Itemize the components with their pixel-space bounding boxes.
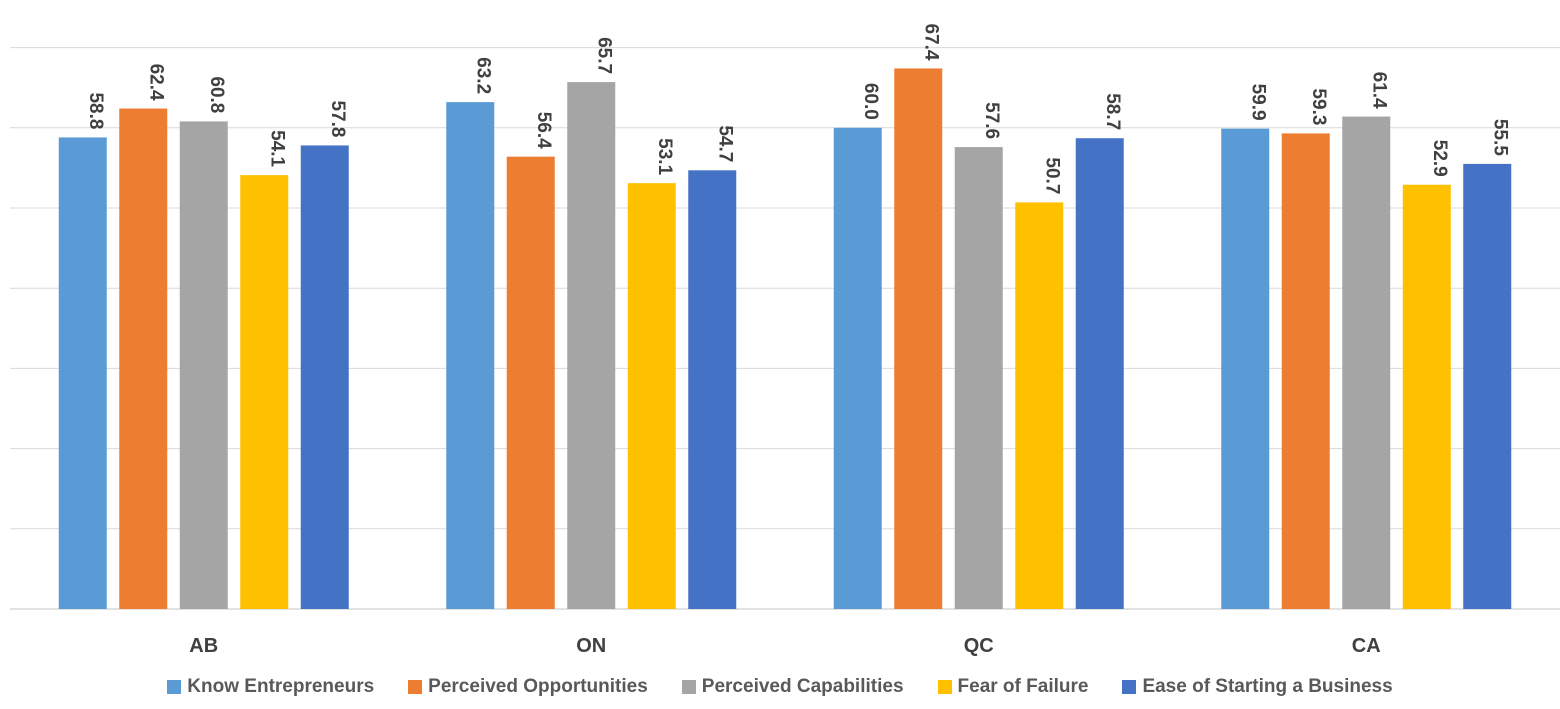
- bar-qc-perceived-opportunities: [894, 68, 943, 609]
- bar-ab-ease-of-starting-a-business: [300, 145, 349, 609]
- bar-ca-ease-of-starting-a-business: [1463, 163, 1512, 609]
- bar-ab-perceived-capabilities: [179, 121, 228, 609]
- data-label: 60.8: [206, 76, 227, 113]
- data-label: 55.5: [1489, 119, 1510, 156]
- data-label: 63.2: [472, 57, 493, 94]
- bar-ca-perceived-opportunities: [1281, 133, 1330, 609]
- bar-ab-fear-of-failure: [240, 175, 289, 610]
- legend-item: Perceived Opportunities: [408, 676, 648, 698]
- legend-swatch: [1122, 680, 1137, 694]
- x-tick-label: QC: [964, 635, 994, 657]
- data-label: 56.4: [533, 112, 554, 149]
- bar-qc-know-entrepreneurs: [833, 127, 882, 610]
- legend-swatch: [408, 680, 423, 694]
- data-label: 54.1: [266, 130, 287, 167]
- data-label: 54.7: [714, 125, 735, 162]
- bar-ca-perceived-capabilities: [1342, 116, 1391, 610]
- legend-item: Know Entrepreneurs: [167, 676, 374, 698]
- legend-label: Perceived Opportunities: [428, 676, 648, 697]
- x-tick-label: AB: [189, 635, 218, 657]
- data-label: 52.9: [1429, 140, 1450, 177]
- bar-on-fear-of-failure: [627, 183, 676, 609]
- bar-on-perceived-opportunities: [506, 156, 555, 609]
- legend-item: Fear of Failure: [937, 676, 1089, 698]
- data-label: 65.7: [593, 37, 614, 74]
- legend-swatch: [681, 680, 696, 694]
- data-label: 59.3: [1308, 88, 1329, 125]
- bar-ab-perceived-opportunities: [119, 108, 168, 609]
- legend-label: Perceived Capabilities: [701, 676, 904, 697]
- x-tick-label: CA: [1352, 635, 1381, 657]
- legend-label: Fear of Failure: [957, 676, 1089, 697]
- data-label: 58.7: [1102, 93, 1123, 130]
- legend-swatch: [937, 680, 952, 694]
- bar-ca-fear-of-failure: [1402, 184, 1451, 609]
- bar-qc-ease-of-starting-a-business: [1075, 138, 1124, 609]
- data-label: 57.6: [981, 102, 1002, 139]
- bar-ca-know-entrepreneurs: [1221, 128, 1270, 610]
- bar-qc-fear-of-failure: [1015, 202, 1064, 610]
- data-label: 60.0: [860, 83, 881, 120]
- data-label: 53.1: [654, 138, 675, 175]
- legend-label: Know Entrepreneurs: [187, 676, 375, 697]
- bar-on-ease-of-starting-a-business: [688, 170, 737, 609]
- data-label: 50.7: [1041, 157, 1062, 194]
- legend-item: Perceived Capabilities: [681, 676, 904, 698]
- data-label: 62.4: [145, 64, 166, 101]
- legend-label: Ease of Starting a Business: [1142, 676, 1393, 697]
- legend-item: Ease of Starting a Business: [1122, 676, 1393, 698]
- data-label: 61.4: [1368, 72, 1389, 109]
- bar-ab-know-entrepreneurs: [58, 137, 107, 609]
- bar-qc-perceived-capabilities: [954, 147, 1003, 609]
- x-tick-label: ON: [576, 635, 606, 657]
- bar-on-perceived-capabilities: [567, 82, 616, 609]
- data-label: 59.9: [1247, 84, 1268, 121]
- legend-swatch: [167, 680, 182, 694]
- data-label: 57.8: [327, 100, 348, 137]
- legend: Know Entrepreneurs Perceived Opportunitie…: [0, 676, 1560, 698]
- data-label: 67.4: [920, 23, 941, 60]
- data-label: 58.8: [85, 92, 106, 129]
- bar-on-know-entrepreneurs: [446, 102, 495, 610]
